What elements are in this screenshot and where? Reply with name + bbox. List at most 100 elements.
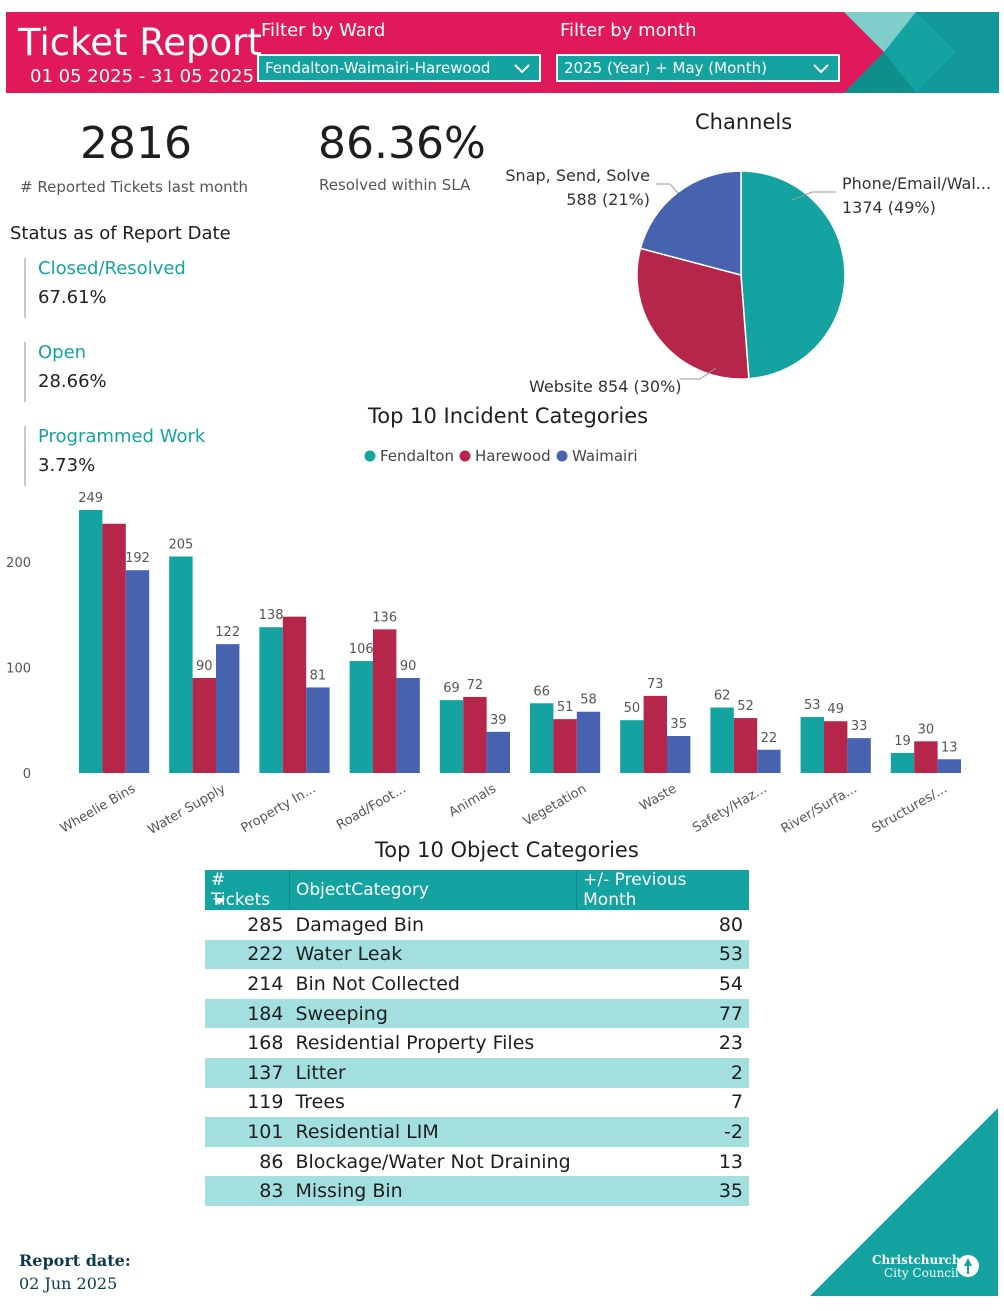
- bar-fendalton[interactable]: [530, 703, 554, 773]
- status-card-open: Open 28.66%: [24, 342, 258, 402]
- bar-data-label: 138: [259, 608, 284, 623]
- chevron-down-icon: [514, 64, 530, 74]
- bar-data-label: 13: [941, 740, 958, 755]
- bar-fendalton[interactable]: [169, 556, 193, 773]
- chevron-down-icon: [813, 64, 829, 74]
- bar-harewood[interactable]: [282, 616, 307, 773]
- bar-harewood[interactable]: [373, 629, 397, 773]
- bar-data-label: 69: [443, 681, 460, 696]
- row-object-category: Sweeping: [289, 998, 577, 1029]
- table-row[interactable]: 137 Litter 2: [205, 1057, 749, 1088]
- bar-data-label: 52: [737, 699, 754, 714]
- bar-waimairi[interactable]: [125, 570, 150, 773]
- pie-slice-phone[interactable]: [740, 170, 846, 380]
- logo-text-1: Christchurch: [872, 1253, 961, 1267]
- bar-harewood[interactable]: [553, 719, 577, 773]
- bar-fendalton[interactable]: [890, 752, 915, 773]
- legend-marker: [556, 450, 568, 462]
- bar-waimairi[interactable]: [937, 759, 961, 773]
- row-ticket-count: 119: [247, 1091, 284, 1114]
- logo-text-2: City Council: [884, 1266, 959, 1280]
- object-categories-table: # Tickets ObjectCategory +/- Previous Mo…: [205, 870, 749, 1206]
- bar-waimairi[interactable]: [757, 749, 781, 773]
- bar-waimairi[interactable]: [576, 711, 601, 773]
- row-object-category: Residential Property Files: [295, 1032, 535, 1055]
- header-previous-month[interactable]: +/- Previous Month: [576, 870, 749, 910]
- bar-fendalton[interactable]: [620, 720, 644, 773]
- bar-waimairi[interactable]: [486, 731, 510, 773]
- bar-data-label: 30: [918, 722, 935, 737]
- header-label: +/- Previous Month: [583, 870, 687, 910]
- bar-data-label: 53: [804, 698, 821, 713]
- council-logo: Christchurch City Council: [872, 1254, 982, 1286]
- bar-waimairi[interactable]: [306, 687, 330, 773]
- table-row[interactable]: 86 Blockage/Water Not Draining 13: [205, 1147, 749, 1177]
- header-decoration: [844, 12, 999, 93]
- report-date-range: 01 05 2025 - 31 05 2025: [30, 66, 255, 87]
- bar-harewood[interactable]: [192, 677, 216, 773]
- legend-label: Waimairi: [572, 447, 638, 465]
- month-filter-dropdown[interactable]: 2025 (Year) + May (Month): [556, 54, 840, 82]
- bar-harewood[interactable]: [102, 523, 126, 773]
- table-row[interactable]: 83 Missing Bin 35: [205, 1176, 749, 1206]
- status-label: Programmed Work: [38, 426, 206, 447]
- bar-fendalton[interactable]: [349, 661, 373, 773]
- bar-waimairi[interactable]: [396, 677, 420, 773]
- report-title: Ticket Report: [18, 21, 262, 64]
- header-label: ObjectCategory: [295, 880, 429, 900]
- row-previous-month-delta: -2: [576, 1117, 749, 1147]
- bar-data-label: 81: [310, 668, 327, 683]
- bar-data-label: 50: [624, 701, 641, 716]
- row-ticket-count: 137: [205, 1057, 290, 1088]
- bar-data-label: 19: [894, 734, 911, 749]
- status-value: 28.66%: [38, 371, 107, 392]
- report-date-value: 02 Jun 2025: [19, 1274, 118, 1293]
- row-ticket-count: 222: [205, 939, 290, 970]
- bar-harewood[interactable]: [463, 696, 487, 773]
- row-ticket-count: 86: [259, 1150, 284, 1173]
- bar-fendalton[interactable]: [259, 627, 283, 773]
- table-row[interactable]: 184 Sweeping 77: [205, 998, 749, 1029]
- row-previous-month-delta: 54: [718, 972, 743, 995]
- x-category-label: Wheelie Bins: [58, 781, 138, 836]
- x-category-label: Animals: [447, 781, 500, 820]
- report-date-label: Report date:: [19, 1251, 131, 1270]
- bar-harewood[interactable]: [643, 695, 667, 773]
- bar-harewood[interactable]: [914, 741, 938, 773]
- pie-slice-website[interactable]: [636, 247, 750, 380]
- bar-data-label: 51: [557, 700, 574, 715]
- bar-harewood[interactable]: [824, 721, 848, 773]
- bar-data-label: 58: [580, 693, 597, 708]
- channels-chart-title: Channels: [695, 110, 793, 134]
- bar-data-label: 22: [761, 731, 778, 746]
- table-row[interactable]: 222 Water Leak 53: [205, 939, 749, 970]
- row-ticket-count: 101: [205, 1117, 290, 1147]
- header-object-category[interactable]: ObjectCategory: [288, 870, 577, 910]
- tickets-count-value: 2816: [80, 118, 192, 169]
- bar-waimairi[interactable]: [667, 736, 691, 773]
- ward-filter-dropdown[interactable]: Fendalton-Waimairi-Harewood: [257, 54, 541, 82]
- header-tickets[interactable]: # Tickets: [205, 870, 290, 910]
- bar-fendalton[interactable]: [710, 707, 734, 773]
- table-row[interactable]: 214 Bin Not Collected 54: [205, 969, 749, 999]
- ward-filter-value: Fendalton-Waimairi-Harewood: [265, 59, 491, 77]
- legend-marker: [459, 450, 471, 462]
- status-label: Open: [38, 342, 87, 363]
- bar-fendalton[interactable]: [439, 700, 464, 773]
- bar-data-label: 73: [647, 677, 664, 692]
- x-category-label: Water Supply: [146, 781, 229, 838]
- bar-waimairi[interactable]: [216, 644, 240, 773]
- bar-waimairi[interactable]: [847, 738, 871, 773]
- month-filter-label: Filter by month: [560, 20, 697, 41]
- table-row[interactable]: 285 Damaged Bin 80: [205, 910, 749, 940]
- leader-line: [656, 183, 679, 194]
- pie-label-phone: Phone/Email/Wal...: [842, 174, 991, 193]
- bar-data-label: 62: [714, 689, 731, 704]
- bar-fendalton[interactable]: [79, 510, 103, 773]
- table-row[interactable]: 168 Residential Property Files 23: [205, 1028, 749, 1058]
- pie-label-snap: Snap, Send, Solve: [505, 166, 650, 185]
- table-row[interactable]: 101 Residential LIM -2: [205, 1117, 749, 1147]
- bar-fendalton[interactable]: [800, 717, 824, 773]
- bar-harewood[interactable]: [733, 718, 758, 773]
- table-row[interactable]: 119 Trees 7: [205, 1088, 749, 1118]
